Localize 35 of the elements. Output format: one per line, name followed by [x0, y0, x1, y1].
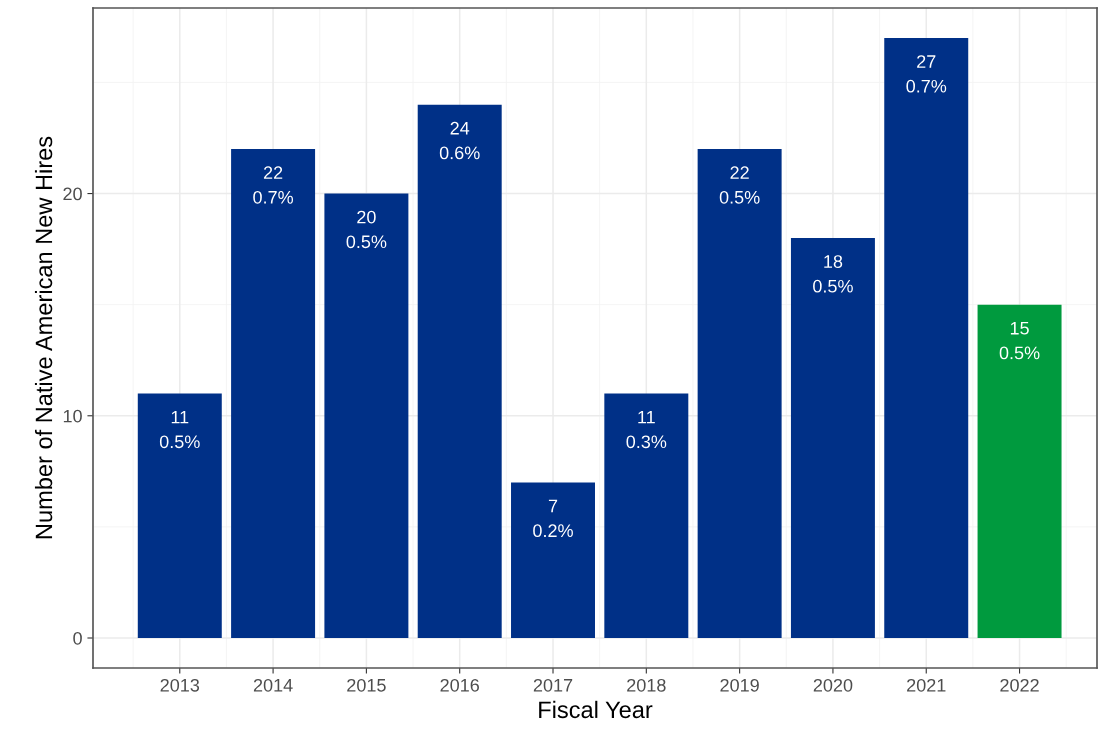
x-tick-label: 2015 [347, 678, 386, 692]
data-label: 11 0.3% [626, 410, 667, 449]
bar [137, 393, 222, 638]
y-tick-label: 20 [63, 187, 82, 201]
data-label: 22 0.7% [253, 166, 294, 204]
data-label: 11 0.5% [159, 410, 200, 449]
bar [884, 38, 969, 638]
bar [977, 304, 1062, 638]
y-axis-title: Number of Native American New Hires [34, 136, 53, 539]
x-tick-label: 2020 [813, 678, 853, 692]
x-tick-label: 2019 [720, 678, 759, 692]
x-tick-label: 2021 [907, 678, 946, 692]
x-tick-label: 2018 [627, 678, 666, 692]
data-label: 20 0.5% [346, 210, 387, 249]
bar [417, 104, 502, 638]
x-axis-title: Fiscal Year [539, 700, 653, 719]
bar [697, 149, 782, 638]
bar [604, 393, 689, 638]
bar [231, 149, 316, 638]
bar [324, 193, 409, 638]
y-tick-label: 10 [63, 409, 82, 423]
x-tick-label: 2013 [160, 678, 200, 692]
data-label: 27 0.7% [906, 55, 947, 93]
bar [790, 238, 875, 638]
x-tick-label: 2017 [533, 678, 573, 692]
y-tick-label: 0 [73, 631, 82, 645]
data-label: 15 0.5% [999, 322, 1040, 360]
data-label: 7 0.2% [533, 499, 573, 538]
bar [511, 482, 595, 638]
data-label: 22 0.5% [719, 166, 760, 204]
x-tick-label: 2014 [253, 678, 293, 692]
x-tick-label: 2022 [1000, 678, 1039, 692]
x-tick-label: 2016 [440, 678, 479, 692]
data-label: 18 0.5% [813, 255, 853, 293]
data-label: 24 0.6% [439, 121, 480, 160]
